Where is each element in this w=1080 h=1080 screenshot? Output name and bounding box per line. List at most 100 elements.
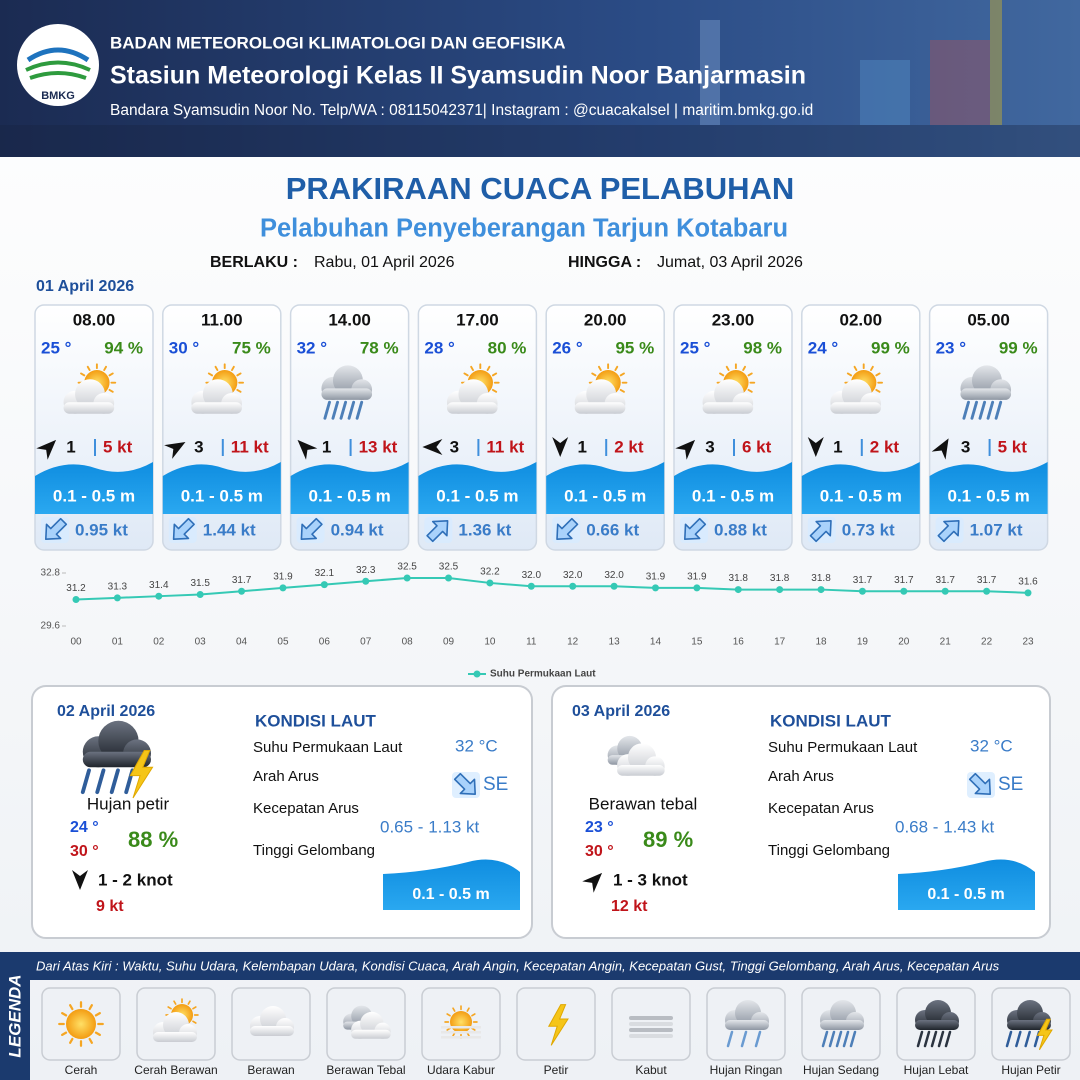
legend-strip [0, 952, 30, 1080]
sea-sst: 32 °C [970, 736, 1013, 755]
cloud-part [321, 388, 373, 400]
legend-item-label: Hujan Ringan [710, 1063, 783, 1077]
sst-point [445, 574, 453, 582]
x-tick-label: 13 [609, 637, 621, 648]
legend-item-label: Udara Kabur [427, 1063, 495, 1077]
sst-point [72, 596, 80, 603]
sun-ray [167, 1006, 172, 1010]
legend-item-label: Berawan Tebal [326, 1063, 405, 1077]
legend-item-label: Petir [544, 1063, 569, 1077]
sun-ray [69, 1037, 74, 1044]
sun-ray [192, 1020, 197, 1024]
sst-point [858, 587, 866, 595]
cloud-part [1007, 1020, 1051, 1030]
sun-ray [486, 365, 491, 372]
sun [450, 1011, 472, 1033]
sun-ray [491, 388, 498, 393]
sst-value-label: 31.6 [1018, 577, 1038, 588]
slot-humidity: 80 % [488, 338, 527, 357]
weather-icon [629, 1016, 673, 1038]
x-tick-label: 05 [277, 637, 289, 648]
cloud-part [617, 764, 665, 776]
wave-shape [929, 462, 1048, 514]
forecast-temp-min: 24 ° [70, 819, 99, 836]
sea-speed-label: Kecepatan Arus [768, 800, 874, 817]
sun-ray [69, 1004, 74, 1011]
wave-shape [162, 462, 281, 514]
sst-point [983, 587, 991, 595]
wave-shape [35, 462, 153, 514]
slot-gust: 2 kt [870, 437, 900, 456]
slot-humidity: 99 % [999, 338, 1038, 357]
logo-mark [25, 60, 91, 80]
forecast-condition: Hujan petir [87, 794, 170, 813]
slot-time: 08.00 [73, 310, 116, 329]
sea-title: KONDISI LAUT [770, 711, 892, 730]
sst-value-label: 31.8 [729, 573, 749, 584]
slot-humidity: 78 % [360, 338, 399, 357]
weather-icon [63, 363, 117, 414]
rain-drop [331, 400, 339, 420]
x-tick-label: 21 [940, 637, 952, 648]
sst-value-label: 31.4 [149, 580, 169, 591]
sun-ray [88, 1037, 93, 1044]
sun-ray [614, 365, 619, 372]
sst-point [900, 587, 908, 595]
rain-drop [986, 400, 995, 420]
slot-gust: 6 kt [742, 437, 772, 456]
legend-band [0, 952, 1080, 980]
sst-value-label: 32.0 [563, 570, 583, 581]
sun-ray [86, 365, 91, 372]
sst-point [527, 582, 535, 590]
rain-drop [849, 1030, 857, 1048]
slot-gust: 11 kt [231, 437, 269, 456]
slot-wind: 3 [194, 437, 203, 456]
weather-icon [191, 363, 244, 414]
forecast-temp-min: 23 ° [585, 819, 614, 836]
slot-wind: 3 [961, 437, 970, 456]
cloud-part [960, 388, 1012, 400]
sea-wave: 0.1 - 0.5 m [927, 886, 1004, 903]
sun-ray [446, 1013, 451, 1017]
slot-temp: 24 ° [808, 338, 839, 357]
sun [66, 1009, 96, 1039]
current-arrow [453, 772, 476, 795]
rain-drop [1024, 1030, 1031, 1048]
current-arrow [968, 772, 991, 795]
weather-icon [725, 1000, 769, 1048]
legend-item-label: Hujan Sedang [803, 1063, 879, 1077]
day1-date: 01 April 2026 [36, 278, 134, 295]
sst-point [941, 587, 949, 595]
station: Stasiun Meteorologi Kelas II Syamsudin N… [110, 62, 806, 90]
sun-ray [747, 388, 753, 393]
x-tick-label: 15 [691, 637, 703, 648]
slot-temp: 28 ° [424, 338, 455, 357]
sst-point [238, 587, 246, 595]
sst-value-label: 31.5 [190, 578, 210, 589]
wave-shape [674, 462, 792, 514]
sun-ray [719, 372, 725, 377]
weather-icon [702, 363, 756, 414]
sun-ray [597, 365, 602, 372]
sst-point [569, 582, 577, 590]
sst-point [610, 582, 618, 590]
slot-wave: 0.1 - 0.5 m [820, 486, 902, 505]
sst-point [776, 586, 784, 594]
x-tick-label: 06 [319, 637, 331, 648]
x-tick-label: 19 [857, 637, 869, 648]
slot-time: 02.00 [840, 310, 883, 329]
slot-current: 0.73 kt [842, 520, 895, 539]
slot-current: 1.07 kt [970, 520, 1023, 539]
rain-drop [80, 768, 91, 795]
cloud-part [820, 1020, 864, 1030]
agency: BADAN METEOROLOGI KLIMATOLOGI DAN GEOFIS… [110, 33, 566, 52]
forecast-humidity: 89 % [643, 827, 693, 852]
slot-wind: 1 [577, 437, 586, 456]
current-arrow [172, 517, 195, 540]
slot-time: 23.00 [712, 310, 755, 329]
logo-text: BMKG [41, 90, 75, 102]
wave-shape [546, 462, 665, 514]
sea-speed-label: Kecepatan Arus [253, 800, 359, 817]
sst-point [155, 592, 163, 600]
weather-icon [607, 735, 665, 776]
